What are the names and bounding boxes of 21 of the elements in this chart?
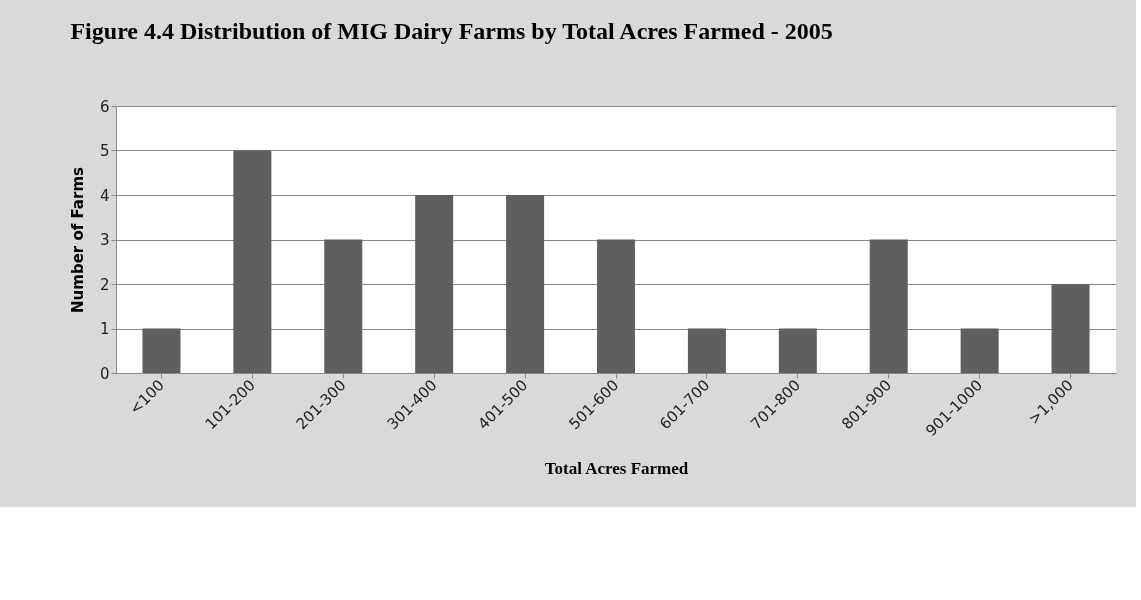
y-axis-title: Number of Farms — [68, 166, 87, 313]
bar — [142, 328, 181, 373]
y-tick-label: 4 — [99, 186, 110, 205]
bar — [960, 328, 999, 373]
y-tick-label: 6 — [99, 97, 110, 116]
bar — [233, 150, 272, 373]
bar — [869, 239, 908, 373]
bar — [324, 239, 363, 373]
bar — [1051, 284, 1090, 373]
y-tick-label: 0 — [99, 364, 110, 383]
y-tick-label: 1 — [99, 320, 110, 338]
bar — [687, 328, 726, 373]
y-tick-label: 3 — [99, 231, 110, 249]
x-axis-title: Total Acres Farmed — [544, 459, 689, 479]
chart-title: Figure 4.4 Distribution of MIG Dairy Farms by Total Acres Farmed - 2005 — [70, 18, 833, 44]
bar — [597, 239, 635, 373]
bar — [506, 195, 545, 373]
y-tick-label: 5 — [99, 142, 110, 160]
y-tick-label: 2 — [99, 275, 110, 294]
bar — [778, 328, 817, 373]
bar — [415, 195, 454, 373]
